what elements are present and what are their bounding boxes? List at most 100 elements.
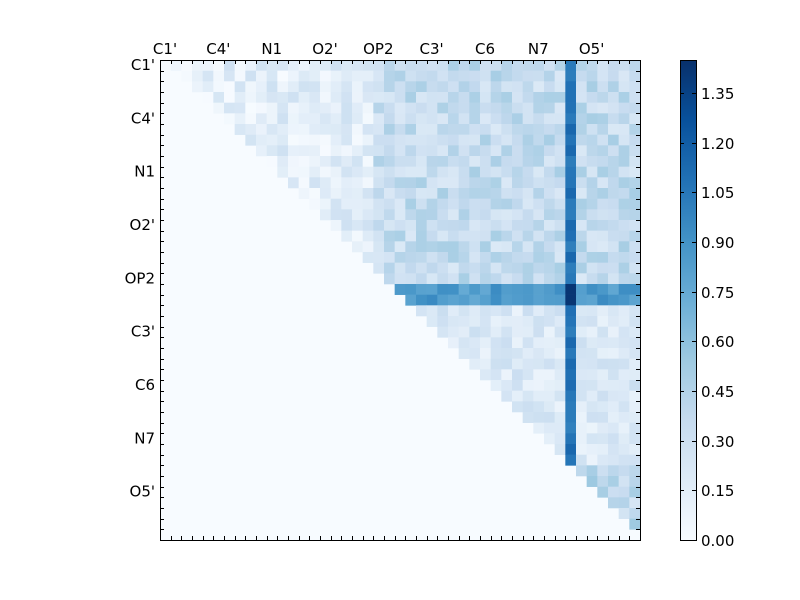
heatmap-cell <box>330 156 342 167</box>
heatmap-cell <box>437 81 449 93</box>
heatmap-cell <box>629 252 641 263</box>
colorbar <box>680 60 697 541</box>
heatmap-cell <box>256 70 267 82</box>
heatmap-cell <box>608 348 619 359</box>
heatmap-cell <box>298 60 310 71</box>
heatmap-cell <box>512 166 523 178</box>
heatmap-cell <box>629 145 641 157</box>
heatmap-cell <box>501 198 513 210</box>
heatmap-cell <box>501 326 513 338</box>
heatmap-cell <box>448 81 459 93</box>
heatmap-cell <box>416 188 427 199</box>
heatmap-cell <box>330 166 342 178</box>
heatmap-cell <box>234 70 246 82</box>
heatmap-cell <box>522 369 534 381</box>
heatmap-cell <box>629 209 641 221</box>
heatmap-cell <box>565 241 577 253</box>
heatmap-cell <box>437 294 449 306</box>
heatmap-cell <box>469 70 481 82</box>
heatmap-cell <box>416 230 427 242</box>
heatmap-cell <box>501 124 513 135</box>
heatmap-cell <box>469 305 481 317</box>
heatmap-cell <box>490 134 502 146</box>
heatmap-cell <box>586 145 598 157</box>
heatmap-cell <box>576 166 587 178</box>
heatmap-cell <box>426 113 438 125</box>
heatmap-cell <box>608 134 619 146</box>
heatmap-cell <box>352 177 363 189</box>
heatmap-cell <box>597 390 609 402</box>
heatmap-cell <box>533 188 545 199</box>
heatmap-cell <box>629 188 641 199</box>
heatmap-cell <box>341 177 353 189</box>
heatmap-cell <box>298 156 310 167</box>
heatmap-cell <box>576 284 587 295</box>
heatmap-cell <box>554 348 566 359</box>
heatmap-cell <box>266 70 278 82</box>
heatmap-cell <box>576 60 587 71</box>
heatmap-cell <box>416 305 427 317</box>
heatmap-cell <box>341 102 353 114</box>
heatmap-cell <box>426 241 438 253</box>
heatmap-cell <box>330 134 342 146</box>
heatmap-cell <box>576 433 587 445</box>
heatmap-cell <box>576 156 587 167</box>
heatmap-cell <box>490 113 502 125</box>
heatmap-cell <box>352 198 363 210</box>
heatmap-cell <box>554 81 566 93</box>
heatmap-cell <box>629 337 641 349</box>
heatmap-cell <box>384 81 395 93</box>
heatmap-cell <box>384 92 395 103</box>
heatmap-cell <box>565 188 577 199</box>
heatmap-cell <box>554 113 566 125</box>
heatmap-cell <box>554 252 566 263</box>
heatmap-cell <box>458 102 470 114</box>
heatmap-cell <box>469 188 481 199</box>
heatmap-cell <box>618 124 630 135</box>
heatmap-cell <box>266 81 278 93</box>
heatmap-cell <box>576 454 587 466</box>
heatmap-cell <box>320 198 331 210</box>
heatmap-cell <box>480 156 491 167</box>
heatmap-cell <box>629 390 641 402</box>
heatmap-cell <box>480 220 491 231</box>
heatmap-cell <box>501 156 513 167</box>
heatmap-cell <box>426 316 438 327</box>
heatmap-cell <box>512 124 523 135</box>
heatmap-cell <box>181 70 193 82</box>
heatmap-cell <box>533 326 545 338</box>
heatmap-cell <box>597 124 609 135</box>
heatmap-cell <box>512 209 523 221</box>
heatmap-cell <box>618 102 630 114</box>
heatmap-cell <box>309 102 321 114</box>
heatmap-cell <box>608 262 619 274</box>
heatmap-cell <box>554 422 566 434</box>
heatmap-cell <box>458 113 470 125</box>
heatmap-cell <box>394 70 406 82</box>
heatmap-cell <box>512 177 523 189</box>
heatmap-cell <box>288 113 299 125</box>
heatmap-cell <box>608 401 619 413</box>
heatmap-cell <box>416 198 427 210</box>
heatmap-cell <box>202 70 214 82</box>
heatmap-cell <box>629 284 641 295</box>
heatmap-cell <box>437 284 449 295</box>
heatmap-cell <box>256 113 267 125</box>
heatmap-cell <box>586 92 598 103</box>
heatmap-cell <box>544 220 555 231</box>
heatmap-cell <box>608 188 619 199</box>
heatmap-cell <box>330 113 342 125</box>
heatmap-cell <box>533 316 545 327</box>
heatmap-cell <box>277 81 289 93</box>
heatmap-cell <box>426 134 438 146</box>
heatmap-cell <box>234 81 246 93</box>
heatmap-cell <box>544 284 555 295</box>
heatmap-cell <box>309 177 321 189</box>
heatmap-cell <box>202 81 214 93</box>
heatmap-cell <box>586 294 598 306</box>
heatmap-cell <box>256 124 267 135</box>
heatmap-cell <box>554 273 566 285</box>
heatmap-cell <box>618 465 630 477</box>
heatmap-cell <box>501 188 513 199</box>
heatmap-cell <box>469 252 481 263</box>
